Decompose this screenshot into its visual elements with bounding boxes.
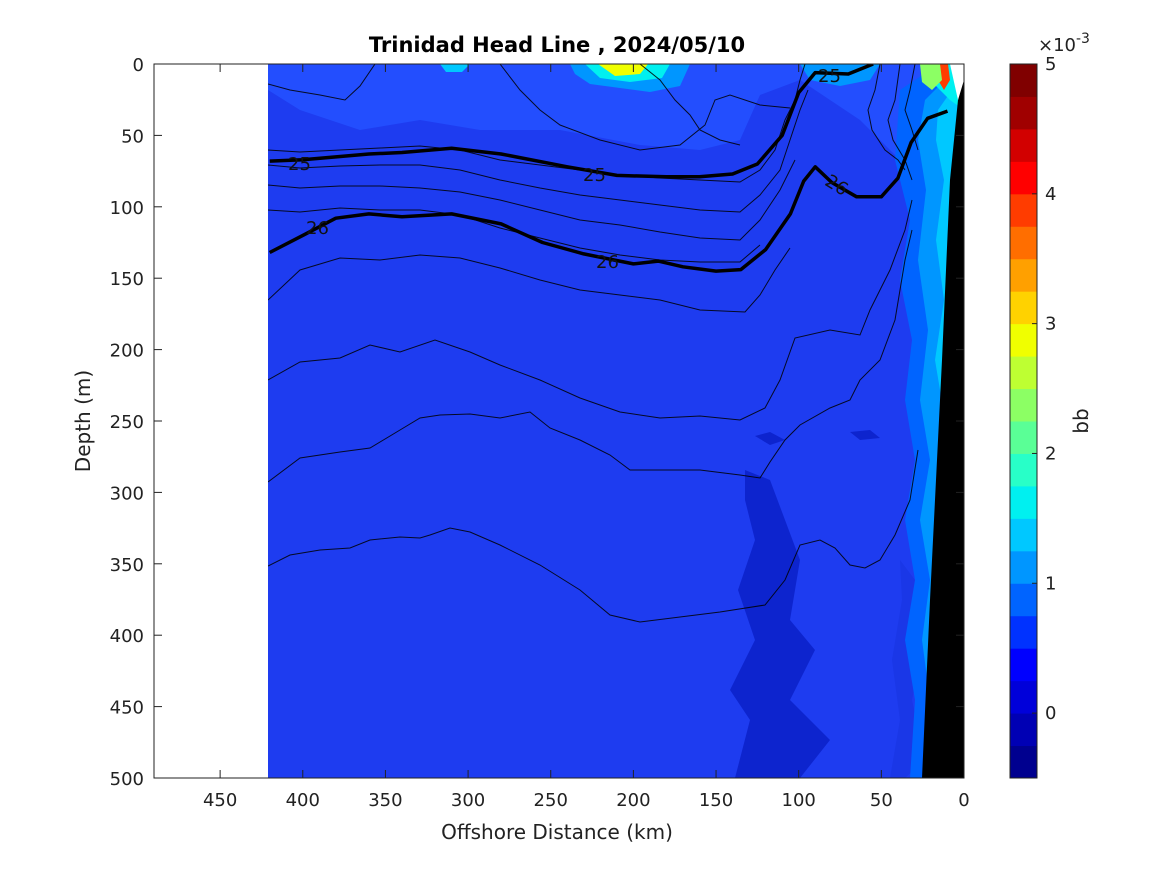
mid-low-patch	[755, 432, 785, 445]
contour-label: 25	[818, 66, 841, 87]
colorbar-label: bb	[1069, 408, 1093, 433]
colorbar-swatch	[1010, 193, 1037, 227]
y-tick-label: 100	[110, 198, 144, 219]
colorbar-swatch	[1010, 583, 1037, 617]
contour-label: 25	[288, 154, 311, 175]
bb-field-base	[268, 64, 964, 778]
surface-layer	[268, 64, 964, 160]
x-axis-label: Offshore Distance (km)	[441, 820, 673, 844]
y-tick-label: 50	[121, 126, 144, 147]
thin-contour	[268, 247, 791, 313]
y-tick-label: 0	[133, 55, 144, 76]
thin-contours	[268, 64, 919, 623]
thin-contour	[639, 64, 741, 146]
colorbar-swatch	[1010, 485, 1037, 519]
nearshore-bloom-core	[938, 64, 950, 90]
colorbar-swatch	[1010, 128, 1037, 162]
colorbar-swatch	[1010, 161, 1037, 195]
x-tick-label: 450	[203, 790, 237, 811]
colorbar-tick-label: 1	[1045, 573, 1056, 594]
thin-contour	[268, 159, 796, 241]
x-tick-label: 400	[286, 790, 320, 811]
mid-low-patch-2	[850, 430, 880, 440]
colorbar-swatch	[1010, 226, 1037, 260]
y-axis: 0 50 100 150 200 250 300 350 400 450 500	[110, 55, 964, 790]
x-tick-label: 350	[368, 790, 402, 811]
x-tick-label: 250	[534, 790, 568, 811]
x-tick-label: 300	[451, 790, 485, 811]
thin-contour	[499, 64, 791, 151]
x-tick-label: 100	[782, 790, 816, 811]
colorbar-swatch	[1010, 453, 1037, 487]
bold-contours	[268, 64, 949, 273]
thin-contour	[887, 64, 913, 181]
colorbar-swatch	[1010, 64, 1037, 97]
surface-bloom-core	[598, 64, 648, 76]
colorbar-tick-label: 4	[1045, 184, 1056, 205]
colorbar-swatch	[1010, 421, 1037, 454]
y-tick-label: 300	[110, 483, 144, 504]
colorbar-exponent-base: ×10	[1038, 35, 1076, 56]
y-tick-label: 250	[110, 412, 144, 433]
y-tick-label: 450	[110, 698, 144, 719]
colorbar-swatch	[1010, 615, 1037, 649]
y-tick-label: 500	[110, 769, 144, 790]
colorbar-frame	[1009, 63, 1038, 779]
colorbar-swatch	[1010, 713, 1037, 747]
colorbar-swatch	[1010, 258, 1037, 292]
colorbar-tick-label: 2	[1045, 443, 1056, 464]
contour-label: 26	[596, 252, 619, 273]
thin-contour	[268, 199, 913, 421]
colorbar-swatch	[1010, 388, 1037, 422]
colorbar-exponent: ×10-3	[1038, 31, 1090, 56]
coast-white-wedge	[950, 64, 964, 100]
colorbar-tick-label: 3	[1045, 314, 1056, 335]
x-tick-label: 0	[958, 790, 969, 811]
thin-contour	[268, 64, 376, 101]
y-tick-label: 400	[110, 626, 144, 647]
x-tick-label: 150	[699, 790, 733, 811]
colorbar-tick-label: 5	[1045, 54, 1056, 75]
density-contour-26	[268, 109, 949, 273]
colorbar-swatch	[1010, 96, 1037, 130]
colorbar-swatch	[1010, 680, 1037, 714]
thin-contour	[268, 229, 913, 483]
colorbar-exponent-power: -3	[1076, 31, 1090, 47]
surface-patch-left	[440, 64, 470, 72]
y-tick-label: 200	[110, 341, 144, 362]
thin-contour	[268, 89, 809, 213]
x-axis: 450 400 350 300 250 200 150 100 50 0	[203, 64, 970, 811]
y-tick-label: 150	[110, 269, 144, 290]
thin-contour	[268, 449, 919, 623]
x-tick-label: 50	[870, 790, 893, 811]
colorbar-swatch	[1010, 323, 1037, 357]
colorbar-swatch	[1010, 550, 1037, 584]
colorbar-swatch	[1010, 518, 1037, 552]
colorbar-swatch	[1010, 356, 1037, 390]
colorbar-tick-label: 0	[1045, 703, 1056, 724]
contour-label: 26	[306, 218, 329, 239]
colorbar-swatch	[1010, 745, 1037, 779]
bb-field	[268, 64, 964, 778]
y-tick-label: 350	[110, 555, 144, 576]
bathymetry-fill	[922, 64, 964, 778]
density-contour-25	[269, 64, 874, 179]
contour-label: 25	[583, 165, 606, 186]
nearshore-bloom-ring	[920, 64, 942, 90]
colorbar-swatch	[1010, 291, 1037, 325]
y-axis-label: Depth (m)	[71, 370, 95, 472]
deep-low-band	[730, 470, 830, 778]
chart-title: Trinidad Head Line , 2024/05/10	[369, 33, 745, 57]
x-tick-label: 200	[616, 790, 650, 811]
colorbar: 0 1 2 3 4 5	[1009, 54, 1056, 779]
colorbar-swatch	[1010, 648, 1037, 682]
thin-contour	[867, 64, 906, 171]
